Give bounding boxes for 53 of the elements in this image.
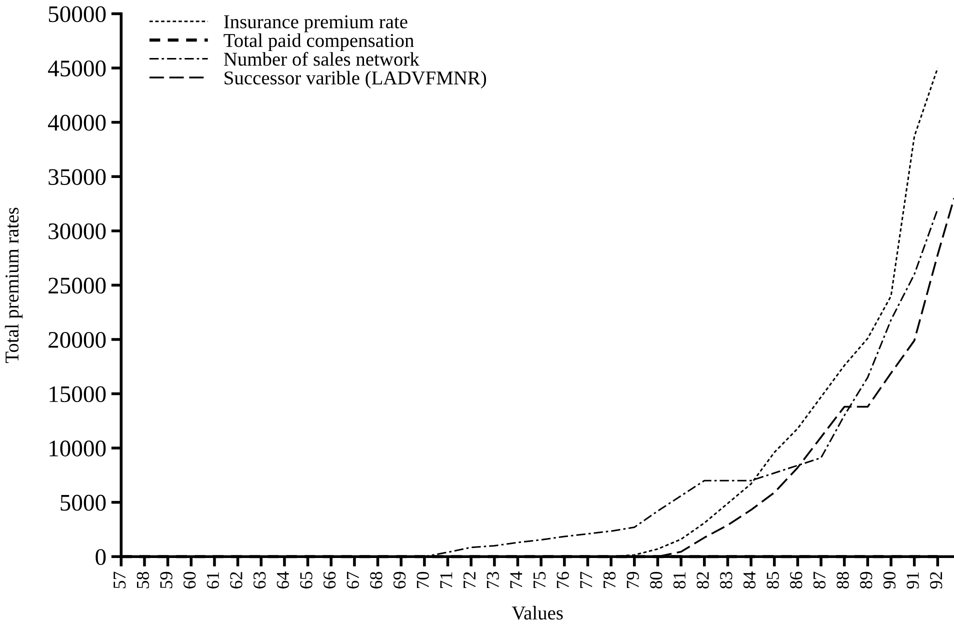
y-tick-label: 20000: [48, 332, 106, 348]
x-tick-label: 85: [766, 572, 779, 589]
x-axis-title: Values: [512, 606, 563, 620]
x-tick-label: 76: [556, 572, 569, 588]
x-tick-label: 90: [883, 572, 896, 589]
y-tick-label: 5000: [60, 494, 106, 511]
x-tick-label: 62: [230, 572, 242, 588]
legend-label: Total paid compensation: [224, 33, 414, 52]
y-axis-title: Total premium rates: [4, 208, 23, 363]
x-tick-label: 75: [534, 572, 546, 588]
x-tick-label: 83: [720, 572, 732, 589]
x-tick-label: 61: [206, 572, 219, 588]
y-tick-label: 10000: [50, 440, 106, 456]
x-tick-label: 68: [370, 572, 382, 588]
x-tick-label: 73: [486, 572, 499, 588]
y-tick-label: 40000: [48, 114, 106, 131]
x-tick-label: 87: [813, 572, 826, 589]
x-tick-label: 86: [790, 572, 802, 589]
x-tick-label: 77: [580, 572, 592, 588]
x-tick-label: 89: [860, 572, 872, 589]
x-tick-label: 80: [650, 572, 662, 589]
x-tick-label: 60: [183, 572, 196, 588]
x-tick-label: 82: [696, 572, 709, 589]
x-tick-label: 57: [114, 572, 126, 588]
y-tick-label: 35000: [48, 169, 106, 186]
x-tick-label: 58: [136, 572, 150, 588]
x-tick-label: 78: [603, 572, 616, 588]
legend-label: Successor varible (LADVFMNR): [224, 70, 486, 88]
x-tick-label: 81: [673, 572, 686, 589]
x-tick-label: 65: [300, 572, 312, 588]
legend-label: Insurance premium rate: [224, 15, 408, 32]
x-tick-label: 91: [906, 572, 919, 589]
y-tick-label: 45000: [48, 60, 106, 76]
legend-label: Number of sales network: [224, 52, 420, 66]
x-tick-label: 63: [254, 572, 266, 588]
x-tick-label: 88: [836, 572, 849, 589]
x-tick-label: 79: [626, 572, 639, 588]
x-tick-label: 84: [743, 571, 756, 589]
x-tick-label: 67: [346, 572, 359, 588]
y-tick-label: 15000: [50, 386, 106, 402]
x-tick-label: 71: [440, 572, 452, 588]
x-tick-label: 59: [160, 572, 172, 588]
y-tick-label: 25000: [48, 278, 106, 294]
x-tick-label: 66: [324, 572, 336, 588]
x-tick-label: 72: [463, 572, 476, 588]
y-tick-label: 50000: [48, 6, 106, 22]
y-tick-label: 30000: [48, 223, 106, 240]
x-tick-label: 92: [930, 572, 942, 589]
y-tick-label: 0: [96, 549, 106, 566]
x-tick-label: 69: [393, 572, 406, 588]
x-tick-label: 64: [276, 571, 289, 588]
x-tick-label: 70: [416, 572, 429, 588]
x-tick-label: 74: [510, 571, 522, 588]
